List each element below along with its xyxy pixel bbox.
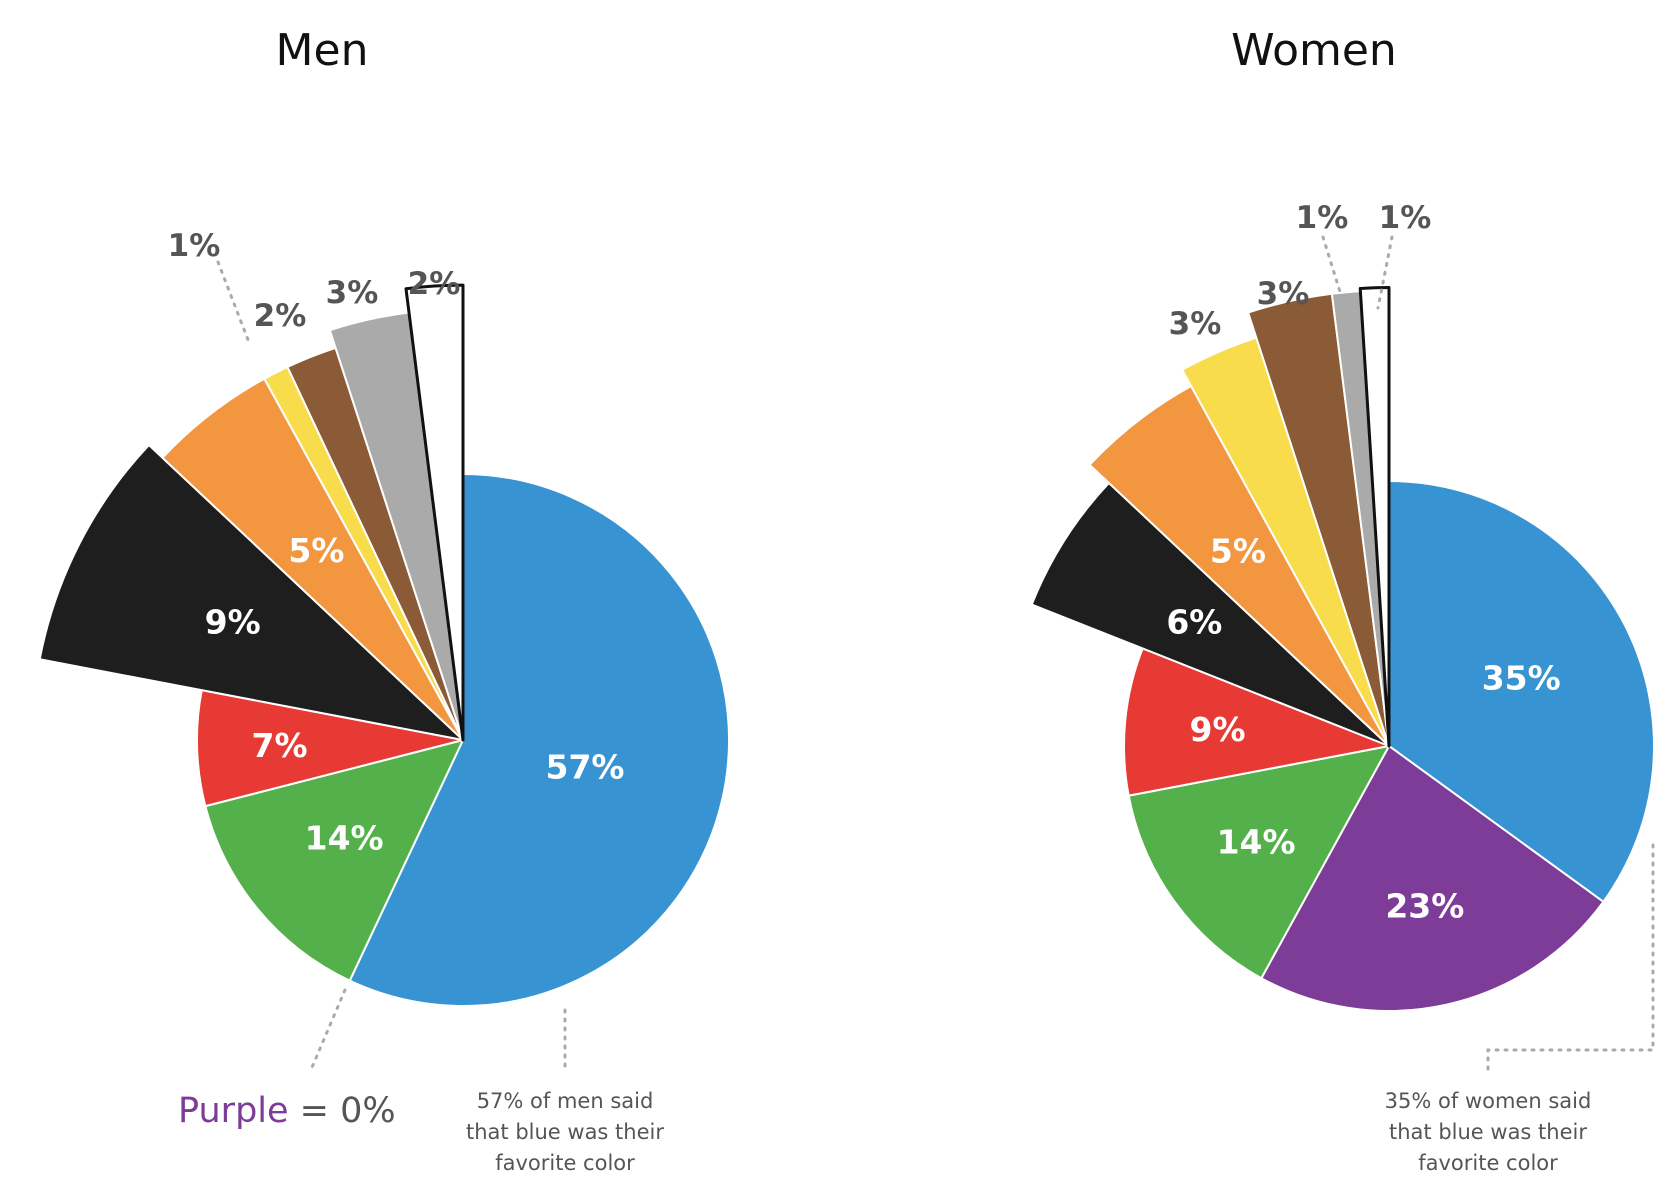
men-slice-orange-label: 5%	[288, 531, 344, 570]
men-pie-slices	[38, 283, 730, 1007]
women-slice-blue-label: 35%	[1482, 659, 1561, 698]
women-slice-green-label: 14%	[1217, 823, 1296, 862]
men-slice-brown-label: 2%	[254, 298, 307, 334]
men-slice-green-label: 14%	[305, 818, 384, 857]
women-gray-leader-line	[1321, 235, 1347, 310]
women-white-leader-line	[1376, 235, 1394, 310]
women-slice-purple	[1260, 745, 1605, 1012]
women-slice-red	[1122, 647, 1390, 797]
men-purple-note: Purple = 0%	[178, 1091, 396, 1131]
women-slice-white	[1358, 286, 1391, 748]
women-pie-labels: 35% 23% 14% 9% 6% 5% 3% 3% 1% 1%	[1166, 200, 1560, 925]
women-pie-chart: Women 35% 23% 14% 9% 6% 5% 3% 3% 1% 1% 35% of wom…	[1030, 25, 1655, 1175]
purple-note-value: = 0%	[289, 1091, 396, 1131]
men-pie-chart: Men 57% 14% 7% 9% 5% 1% 2% 3% 2% Purple = 0% 57%…	[38, 25, 730, 1175]
women-slice-black	[1030, 481, 1390, 747]
men-slice-blue-label: 57%	[546, 747, 625, 786]
women-slice-purple-label: 23%	[1385, 886, 1464, 925]
men-slice-black-label: 9%	[205, 603, 261, 642]
women-slice-yellow-label: 3%	[1169, 306, 1222, 342]
women-slice-white-label: 1%	[1379, 200, 1432, 236]
women-chart-title: Women	[1231, 25, 1397, 76]
women-slice-gray-label: 1%	[1296, 200, 1349, 236]
women-slice-brown-label: 3%	[1257, 276, 1310, 312]
men-purple-leader-line	[308, 988, 347, 1074]
men-yellow-leader-line	[216, 260, 252, 347]
men-pie-labels: 57% 14% 7% 9% 5% 1% 2% 3% 2%	[168, 228, 625, 857]
women-note-line-3: favorite color	[1418, 1151, 1558, 1175]
women-slice-blue	[1388, 480, 1655, 903]
women-note-line-1: 35% of women said	[1385, 1089, 1592, 1113]
women-slice-orange-label: 5%	[1210, 531, 1266, 570]
women-note-line-2: that blue was their	[1389, 1120, 1587, 1144]
women-slice-green	[1127, 745, 1390, 980]
men-note-line-3: favorite color	[495, 1151, 635, 1175]
men-slice-red	[196, 689, 464, 808]
men-slice-gray-label: 3%	[326, 275, 379, 311]
women-slice-black-label: 6%	[1166, 602, 1222, 641]
men-slice-white-label: 2%	[408, 266, 461, 302]
women-note-leader-line	[1486, 843, 1655, 1074]
women-slice-red-label: 9%	[1189, 710, 1245, 749]
purple-note-word: Purple	[178, 1091, 289, 1131]
men-slice-white	[404, 283, 465, 742]
men-chart-title: Men	[276, 25, 369, 76]
men-slice-yellow-label: 1%	[168, 228, 221, 264]
men-slice-blue	[348, 473, 730, 1007]
men-note-line-1: 57% of men said	[477, 1089, 654, 1113]
women-pie-slices	[1030, 286, 1655, 1012]
men-slice-black	[38, 444, 464, 741]
men-note-line-2: that blue was their	[466, 1120, 664, 1144]
men-slice-red-label: 7%	[252, 726, 308, 765]
men-slice-green	[204, 739, 464, 982]
